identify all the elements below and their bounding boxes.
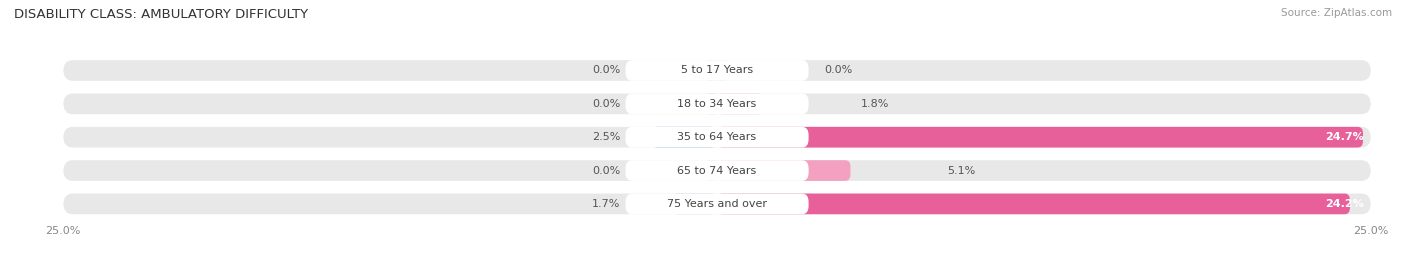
- FancyBboxPatch shape: [626, 127, 808, 147]
- Text: 35 to 64 Years: 35 to 64 Years: [678, 132, 756, 142]
- Text: 5 to 17 Years: 5 to 17 Years: [681, 65, 754, 76]
- FancyBboxPatch shape: [717, 60, 727, 81]
- FancyBboxPatch shape: [626, 60, 808, 81]
- FancyBboxPatch shape: [626, 194, 808, 214]
- Text: 0.0%: 0.0%: [824, 65, 852, 76]
- Text: 18 to 34 Years: 18 to 34 Years: [678, 99, 756, 109]
- Text: 75 Years and over: 75 Years and over: [666, 199, 768, 209]
- Text: 0.0%: 0.0%: [592, 165, 620, 176]
- Text: 2.5%: 2.5%: [592, 132, 620, 142]
- Text: 1.8%: 1.8%: [860, 99, 889, 109]
- Text: Source: ZipAtlas.com: Source: ZipAtlas.com: [1281, 8, 1392, 18]
- Text: 0.0%: 0.0%: [592, 65, 620, 76]
- Text: 65 to 74 Years: 65 to 74 Years: [678, 165, 756, 176]
- Text: 24.7%: 24.7%: [1326, 132, 1364, 142]
- Text: 1.7%: 1.7%: [592, 199, 620, 209]
- FancyBboxPatch shape: [63, 160, 1371, 181]
- Text: 0.0%: 0.0%: [592, 99, 620, 109]
- FancyBboxPatch shape: [63, 127, 1371, 147]
- FancyBboxPatch shape: [626, 94, 808, 114]
- Text: 24.2%: 24.2%: [1326, 199, 1364, 209]
- FancyBboxPatch shape: [717, 160, 851, 181]
- FancyBboxPatch shape: [717, 94, 763, 114]
- FancyBboxPatch shape: [626, 160, 808, 181]
- FancyBboxPatch shape: [717, 194, 1350, 214]
- FancyBboxPatch shape: [63, 60, 1371, 81]
- FancyBboxPatch shape: [63, 94, 1371, 114]
- Text: DISABILITY CLASS: AMBULATORY DIFFICULTY: DISABILITY CLASS: AMBULATORY DIFFICULTY: [14, 8, 308, 21]
- FancyBboxPatch shape: [707, 160, 717, 181]
- FancyBboxPatch shape: [672, 194, 717, 214]
- FancyBboxPatch shape: [707, 94, 717, 114]
- FancyBboxPatch shape: [707, 60, 717, 81]
- FancyBboxPatch shape: [651, 127, 717, 147]
- FancyBboxPatch shape: [63, 194, 1371, 214]
- Text: 5.1%: 5.1%: [948, 165, 976, 176]
- FancyBboxPatch shape: [717, 127, 1362, 147]
